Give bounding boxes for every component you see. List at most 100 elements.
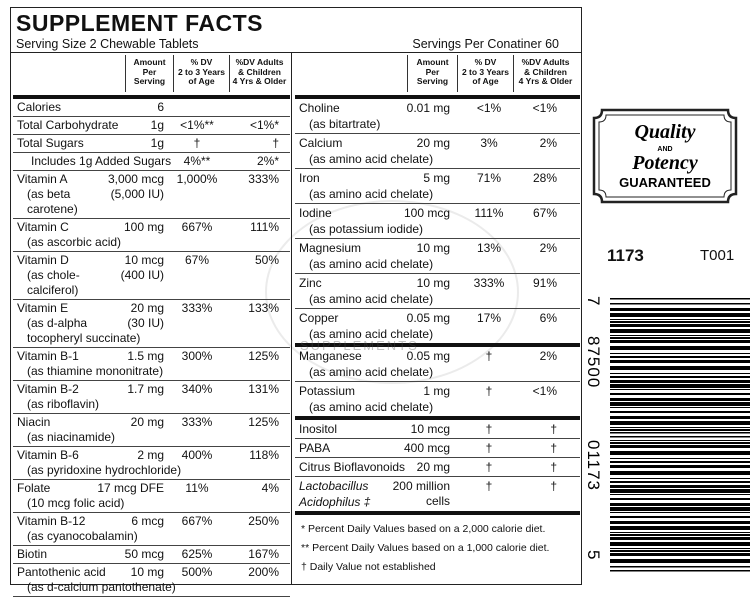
nutrient-name: Potassium (299, 384, 356, 398)
bar (610, 451, 750, 455)
nutrient-source: (as amino acid chelate) (309, 400, 434, 414)
nutrient-name: Vitamin E (17, 301, 69, 315)
bar (610, 303, 750, 305)
dv-adult: 6% (539, 311, 557, 325)
nutrient-row: Zinc 10 mg 333% 91% (as amino acid chelate) (295, 274, 580, 309)
nutrient-name: Citrus Bioflavonoids (299, 460, 406, 474)
footnote: † Daily Value not established (301, 561, 436, 573)
heading-line: of Age (472, 76, 499, 86)
bar (610, 481, 750, 483)
nutrient-source: (as amino acid chelate) (309, 365, 434, 379)
dv-adult: † (550, 479, 557, 493)
bar (610, 471, 750, 475)
nutrient-row: Lactobacillus 200 million cells † † Acidophil… (295, 477, 580, 515)
dv-child: 11% (185, 481, 209, 495)
bar (610, 321, 750, 323)
bar (610, 445, 750, 448)
dv-adult: † (550, 441, 557, 455)
heading-line: % DV (474, 57, 497, 67)
heading-line: Per (425, 66, 440, 77)
bar (610, 356, 750, 358)
amount: 10 mg (130, 565, 164, 579)
amount: 10 mcg (124, 253, 164, 267)
watermark: SUPPLEMENTS (300, 338, 419, 353)
nutrient-name: Inositol (299, 422, 338, 436)
amount: 20 mg (416, 460, 450, 474)
bar (610, 324, 750, 327)
bar (610, 516, 750, 518)
nutrient-source: (10 mcg folic acid) (27, 496, 125, 510)
bar (610, 503, 750, 506)
bar (610, 411, 750, 413)
nutrient-row: Biotin 50 mcg 625% 167% (13, 546, 290, 564)
nutrient-row: PABA 400 mcg † † (295, 439, 580, 458)
rule (11, 52, 581, 53)
nutrient-source: (as ascorbic acid) (27, 235, 122, 249)
badge-and: AND (657, 146, 672, 153)
heading-line: 4 Yrs & Older (232, 76, 287, 86)
bar (610, 319, 750, 320)
nutrient-source: (as amino acid chelate) (309, 327, 434, 341)
heading-line: & Children (524, 66, 567, 77)
bar (610, 313, 750, 317)
bar (610, 432, 750, 434)
nutrient-name: Choline (299, 101, 340, 115)
serving-size: Serving Size 2 Chewable Tablets (16, 37, 199, 51)
amount-note: (30 IU) (127, 316, 164, 330)
dv-adult: 125% (248, 415, 279, 429)
dv-child: <1% (476, 101, 502, 115)
bar (610, 402, 750, 406)
dv-child: 667% (181, 220, 213, 234)
nutrient-source: tocopheryl succinate) (27, 331, 141, 345)
nutrient-name: Vitamin B-2 (17, 382, 79, 396)
bar (610, 489, 750, 493)
bar (610, 436, 750, 438)
amount: 0.01 mg (406, 101, 450, 115)
nutrient-name: Biotin (17, 547, 48, 561)
bar (610, 526, 750, 530)
bar (610, 440, 750, 441)
dv-adult: † (272, 136, 279, 150)
nutrient-row: Magnesium 10 mg 13% 2% (as amino acid chelat… (295, 239, 580, 274)
nutrient-name: Zinc (299, 276, 322, 290)
nutrient-row: Inositol 10 mcg † † (295, 420, 580, 439)
bar (610, 542, 750, 546)
bar (610, 329, 750, 333)
nutrient-name: Manganese (299, 349, 362, 363)
nutrient-row: Total Sugars 1g † † (13, 135, 290, 153)
nutrient-row: Iron 5 mg 71% 28% (as amino acid chelate) (295, 169, 580, 204)
bar (610, 507, 750, 511)
nutrient-row: Includes 1g Added Sugars 4%** 2%* (13, 153, 290, 171)
badge-quality: Quality (634, 121, 695, 143)
dv-child: 667% (181, 514, 213, 528)
footnote: ** Percent Daily Values based on a 1,000… (301, 542, 550, 554)
amount: 3,000 mcg (107, 172, 164, 186)
barcode-digit: 7 (584, 296, 603, 305)
dv-adult: <1% (532, 101, 557, 115)
heading-line: Amount (416, 57, 449, 67)
amount: 6 mcg (131, 514, 164, 528)
heading-line: Serving (416, 76, 449, 86)
column-header: Amount Per Serving% DV 2 to 3 Years of Age %D… (295, 55, 580, 99)
nutrient-source: (as bitartrate) (309, 117, 381, 131)
nutrient-name: Vitamin D (17, 253, 69, 267)
bar (610, 380, 750, 383)
badge-inner-frame (598, 114, 732, 198)
bar (610, 498, 750, 500)
title: SUPPLEMENT FACTS (16, 10, 263, 36)
right-column: Amount Per Serving% DV 2 to 3 Years of Age %D… (295, 55, 580, 577)
nutrient-name: Folate (17, 481, 51, 495)
dv-adult: 2% (539, 136, 557, 150)
dv-child: 333% (181, 301, 213, 315)
nutrient-name: Vitamin B-12 (17, 514, 86, 528)
dv-child: † (485, 349, 493, 363)
bar (610, 570, 750, 572)
nutrient-row: Vitamin A 3,000 mcg (5,000 IU) 1,000% 333% (a… (13, 171, 290, 219)
bar (610, 485, 750, 488)
nutrient-source: carotene) (27, 202, 78, 216)
nutrient-source: (as riboflavin) (27, 397, 100, 411)
nutrient-source: (as cyanocobalamin) (27, 529, 138, 543)
amount-note: (5,000 IU) (110, 187, 164, 201)
nutrient-row: Calcium 20 mg 3% 2% (as amino acid chelate) (295, 134, 580, 169)
